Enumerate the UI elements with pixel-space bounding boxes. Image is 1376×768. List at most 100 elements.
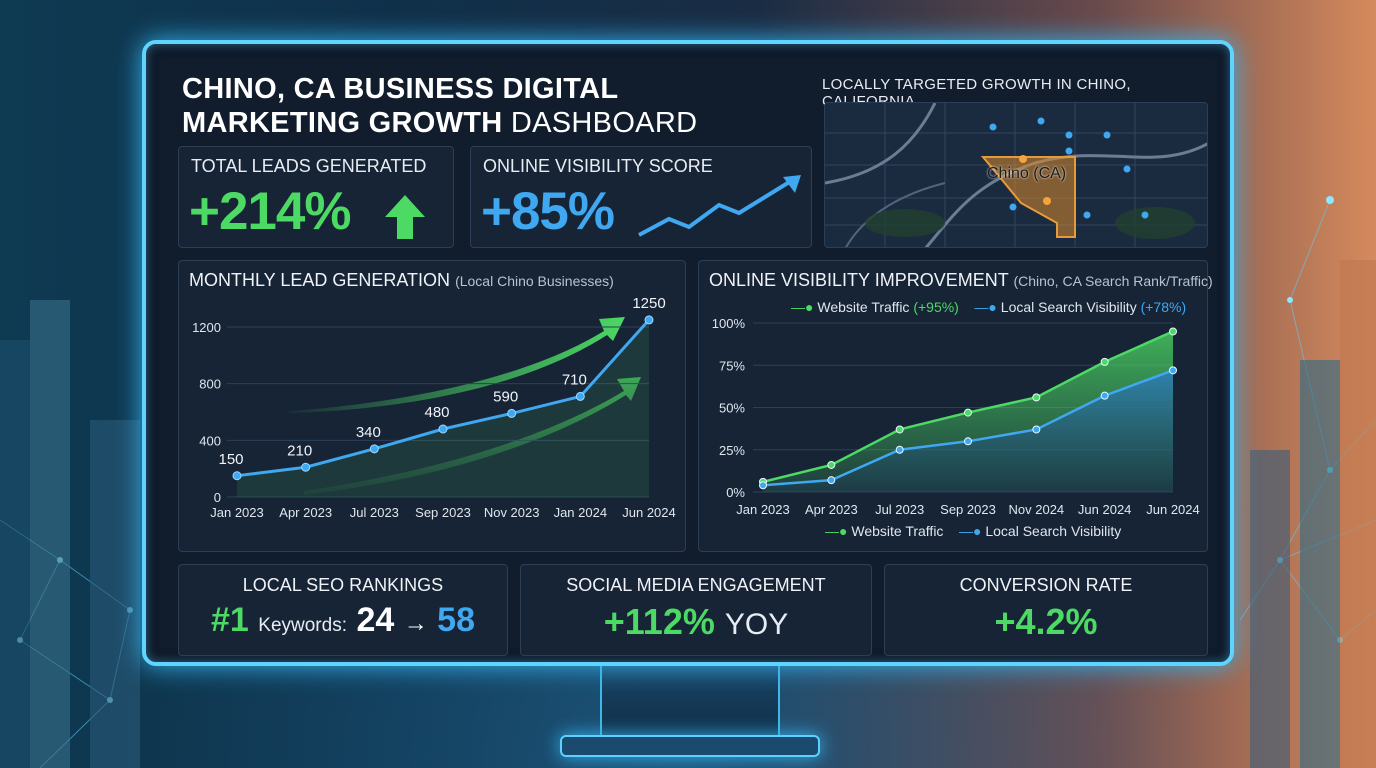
lead-area-fill [237,319,649,497]
visibility-data-point [1100,391,1109,400]
lead-xtick-label: Jun 2024 [622,505,676,520]
social-engagement-percent: +112% [603,601,715,642]
visibility-data-point [759,481,767,490]
legend-traffic-marker: —● [791,299,814,315]
seo-rankings-card[interactable]: LOCAL SEO RANKINGS #1 Keywords: 24 → 58 [178,564,508,656]
lead-ytick-label: 0 [214,490,221,505]
map-area-label: Chino (CA) [987,165,1067,182]
visibility-chart-title-main: ONLINE VISIBILITY IMPROVEMENT [709,270,1009,290]
lead-data-label: 150 [218,451,243,468]
visibility-score-card[interactable]: ONLINE VISIBILITY SCORE +85% [470,146,812,248]
lead-xtick-label: Jan 2023 [210,505,264,520]
visibility-chart-plot: 0% 25% 50% 75% 100% Jan 2023 Apr 2023 Jul 2023… [712,316,1200,517]
total-leads-value: +214% [189,182,352,241]
visibility-ytick-label: 75% [719,358,745,373]
total-leads-label: TOTAL LEADS GENERATED [191,156,427,176]
visibility-data-point [1169,327,1177,336]
lead-xtick-label: Jul 2023 [350,505,399,520]
lead-xtick-label: Sep 2023 [415,505,471,520]
visibility-chart-title: ONLINE VISIBILITY IMPROVEMENT (Chino, CA… [709,270,1213,291]
seo-rank: #1 [211,601,249,639]
lead-xtick-label: Nov 2023 [484,505,540,520]
visibility-xtick-label: Jul 2023 [875,502,924,517]
legend-traffic-name: Website Traffic [817,299,910,315]
conversion-rate-card[interactable]: CONVERSION RATE +4.2% [884,564,1208,656]
visibility-data-point [964,408,972,417]
legend-search-marker: —● [974,299,997,315]
lead-data-label: 1250 [632,295,665,312]
arrow-up-icon [385,195,425,239]
monitor-stand [600,665,780,745]
visibility-data-point [1169,366,1177,375]
visibility-data-point [895,425,904,434]
lead-xtick-label: Apr 2023 [279,505,332,520]
visibility-ytick-label: 0% [726,485,745,500]
visibility-xtick-label: Jun 2024 [1078,502,1132,517]
lead-data-point [644,315,654,325]
visibility-chart-subtitle: (Chino, CA Search Rank/Traffic) [1013,273,1213,289]
visibility-score-value: +85% [481,182,615,241]
lead-chart-subtitle: (Local Chino Businesses) [455,273,614,289]
title-bold-part: MARKETING GROWTH [182,107,503,139]
visibility-legend-top: —● Website Traffic (+95%) —● Local Searc… [791,299,1186,315]
visibility-data-point [964,437,972,446]
lead-data-label: 590 [493,388,518,405]
visibility-legend-bottom: —● Website Traffic —● Local Search Visib… [825,523,1121,539]
seo-rankings-title: LOCAL SEO RANKINGS [242,575,444,595]
lead-data-point [369,444,379,454]
seo-keywords-label: Keywords: [258,615,347,636]
visibility-ytick-label: 100% [712,316,746,331]
lead-data-point [575,391,585,401]
lead-data-point [438,424,448,434]
visibility-ytick-label: 25% [719,443,745,458]
visibility-data-point [1032,393,1041,402]
visibility-improvement-chart[interactable]: ONLINE VISIBILITY IMPROVEMENT (Chino, CA… [698,260,1213,552]
visibility-data-point [1100,357,1109,366]
legend-bottom-traffic-name: Website Traffic [851,523,944,539]
lead-data-label: 710 [562,371,587,388]
visibility-data-point [827,476,836,485]
visibility-area-search [763,370,1173,492]
legend-bottom-search-marker: —● [959,523,982,539]
lead-ytick-label: 400 [199,433,221,448]
visibility-score-label: ONLINE VISIBILITY SCORE [483,156,713,176]
lead-data-point [301,462,311,472]
lead-data-label: 210 [287,442,312,459]
title-line-2: MARKETING GROWTH DASHBOARD [182,106,697,140]
total-leads-card[interactable]: TOTAL LEADS GENERATED +214% [178,146,454,248]
legend-traffic-note: (+95%) [913,299,959,315]
visibility-data-point [827,460,836,469]
title-light-part: DASHBOARD [510,107,698,139]
visibility-data-point [1032,425,1041,434]
chino-map[interactable]: Chino (CA) [824,102,1208,248]
legend-search-name: Local Search Visibility [1000,299,1137,315]
monitor-base [560,735,820,757]
lead-chart-title-main: MONTHLY LEAD GENERATION [189,270,451,290]
legend-search-note: (+78%) [1140,299,1187,315]
visibility-xtick-label: Nov 2024 [1009,502,1065,517]
legend-bottom-traffic-marker: —● [825,523,848,539]
seo-rankings-value: #1 Keywords: 24 → 58 [179,601,507,640]
social-engagement-value: +112% YOY [521,601,871,643]
visibility-data-point [895,445,904,454]
visibility-xtick-label: Jun 2024 [1146,502,1200,517]
lead-chart-title: MONTHLY LEAD GENERATION (Local Chino Bus… [189,270,614,291]
visibility-ytick-label: 50% [719,401,745,416]
dashboard-screen: CHINO, CA BUSINESS DIGITAL MARKETING GRO… [160,58,1216,656]
lead-generation-chart[interactable]: MONTHLY LEAD GENERATION (Local Chino Bus… [178,260,686,552]
social-engagement-suffix: YOY [724,608,789,641]
social-engagement-card[interactable]: SOCIAL MEDIA ENGAGEMENT +112% YOY [520,564,872,656]
lead-xtick-label: Jan 2024 [554,505,608,520]
conversion-rate-title: CONVERSION RATE [959,575,1133,595]
lead-chart-plot: 0 400 800 1200 Jan 2023 Apr 2023 Jul 2023 Sep … [192,295,676,520]
seo-keywords-from: 24 [356,601,395,639]
lead-ytick-label: 1200 [192,320,221,335]
title-line-1: CHINO, CA BUSINESS DIGITAL [182,73,619,105]
lead-data-label: 480 [424,404,449,421]
conversion-rate-value: +4.2% [994,601,1098,642]
page-title: CHINO, CA BUSINESS DIGITAL MARKETING GRO… [182,72,697,140]
lead-data-point [507,408,517,418]
seo-keywords-to: 58 [437,601,475,639]
trend-up-icon [638,175,801,237]
